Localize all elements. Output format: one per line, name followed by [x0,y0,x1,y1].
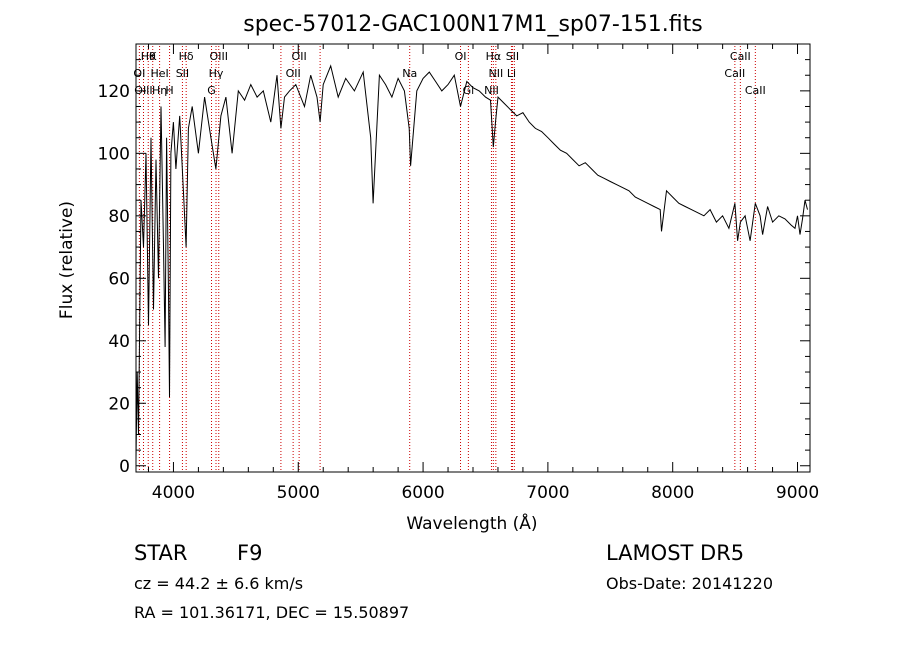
spectral-line-label: H [165,84,173,97]
spectral-line-label: CaII [724,67,745,80]
plot-frame [135,43,811,473]
observation-date: Obs-Date: 20141220 [606,574,774,593]
coordinates: RA = 101.36171, DEC = 15.50897 [134,603,410,622]
y-axis-label: Flux (relative) [57,201,77,319]
y-tick-label: 100 [98,144,130,164]
spectral-line-label: HeI [150,67,168,80]
spectral-line-label: Li [507,67,516,80]
spectral-line-label: OII [292,50,307,63]
spectral-line-label: Hγ [209,67,224,80]
spectral-line-label: K [149,50,157,63]
spectral-line-label: Hθ [141,50,156,63]
spectral-line-label: Hδ [179,50,194,63]
spectral-line-label: SII [176,67,189,80]
y-tick-label: 80 [108,207,130,227]
spectral-line-label: Gl [463,84,475,97]
x-tick-label: 7000 [526,483,569,503]
spectral-line-label: G [207,84,216,97]
spectral-line-label: OIII [210,50,228,63]
spectral-line-label: NII [488,67,503,80]
spectral-line-label: NII [484,84,499,97]
x-tick-label: 8000 [651,483,694,503]
y-tick-label: 20 [108,394,130,414]
x-tick-label: 5000 [277,483,320,503]
x-axis-label: Wavelength (Å) [406,512,537,534]
y-tick-label: 0 [119,457,130,477]
redshift-velocity: cz = 44.2 ± 6.6 km/s [134,574,304,593]
spectral-line-label: CaII [730,50,751,63]
spectrum-line [135,64,808,460]
y-tick-label: 120 [98,82,130,102]
spectral-line-label: OII [286,67,301,80]
spectral-line-label: OI [133,67,145,80]
chart-title: spec-57012-GAC100N17M1_sp07-151.fits [243,12,703,37]
x-tick-label: 6000 [401,483,444,503]
survey-name: LAMOST DR5 [606,541,745,565]
spectral-line-label: Na [402,67,417,80]
y-tick-label: 60 [108,269,130,289]
x-tick-label: 4000 [152,483,195,503]
spectral-line-label: Hα [486,50,502,63]
x-tick-label: 9000 [776,483,819,503]
spectral-line-label: SII [506,50,519,63]
object-subclass: F9 [237,541,263,565]
object-class: STAR [134,541,188,565]
y-tick-label: 40 [108,332,130,352]
spectral-line-label: Hη [152,84,167,97]
spectral-line-label: CaII [745,84,766,97]
spectral-line-label: OI [455,50,467,63]
plot-area: HθK Hδ OIII OII OI Hα SII CaII OI HeI SII Hγ OII Na NI… [98,43,819,503]
